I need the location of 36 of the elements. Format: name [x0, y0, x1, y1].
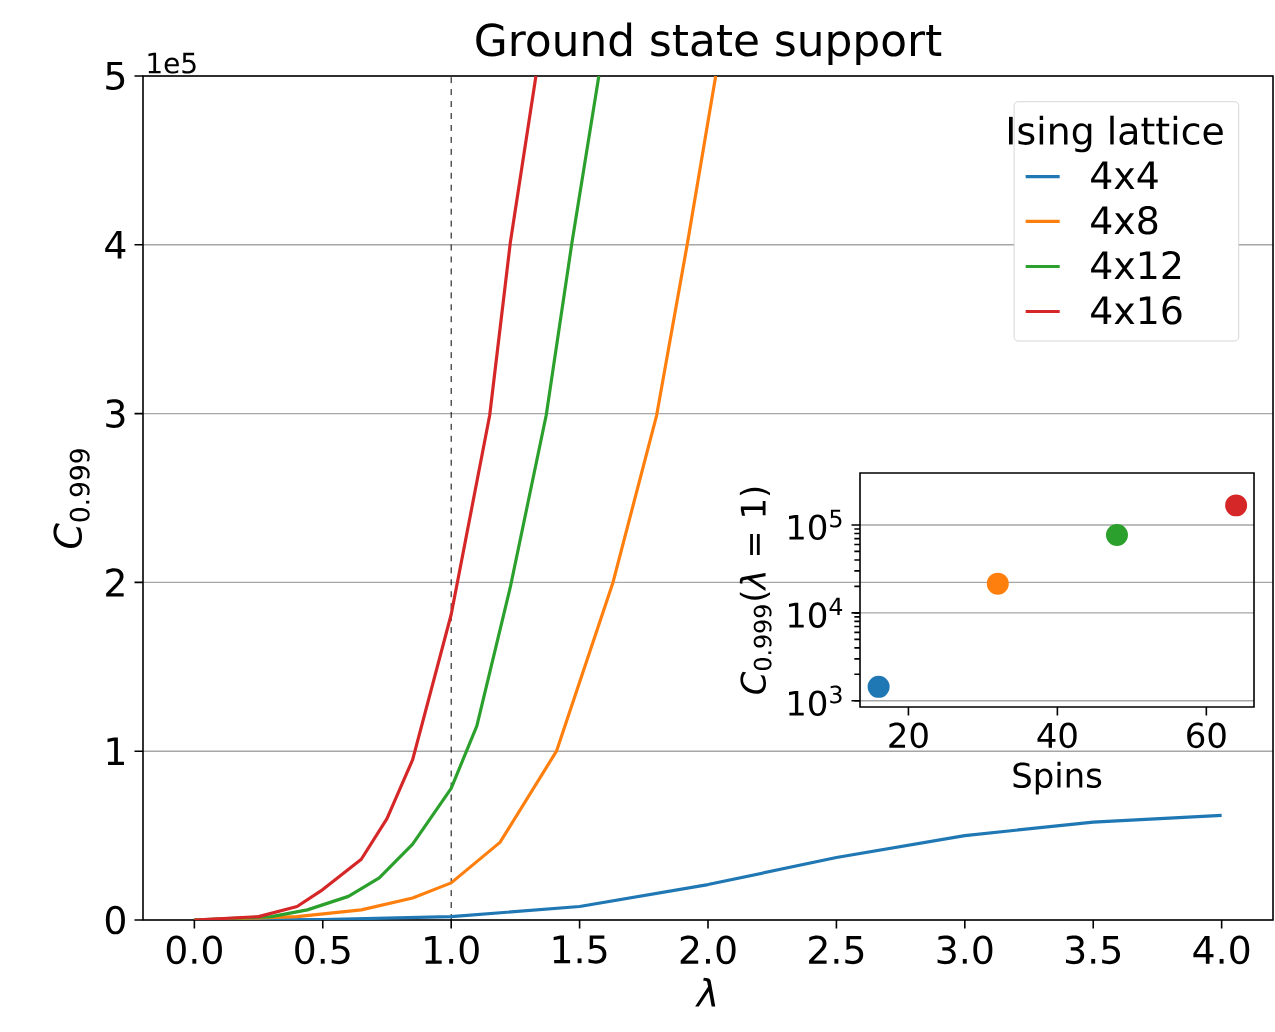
- y-axis-title: C$_{0.999}$: [53, 449, 90, 549]
- x-axis-title: Spins: [1013, 761, 1102, 795]
- point: [986, 572, 1009, 595]
- x-tick-label: 2.5: [809, 935, 864, 965]
- x-tick-label: 3.5: [1066, 935, 1121, 965]
- x-tick-label: 4.0: [1193, 935, 1250, 965]
- legend-label: 4x8: [1091, 205, 1158, 235]
- legend-title: Ising lattice: [1008, 115, 1223, 153]
- x-tick-label: 60: [1187, 722, 1226, 749]
- x-tick-label: 2.0: [680, 935, 736, 965]
- y-tick-label: 1: [107, 737, 124, 765]
- x-tick-label: 0.0: [166, 935, 222, 965]
- legend-label: 4x16: [1091, 295, 1182, 325]
- chart-title: Ground state support: [476, 22, 942, 66]
- line-series: [192, 76, 538, 920]
- x-tick-label: 1.5: [553, 935, 607, 964]
- x-tick-label: 20: [889, 722, 928, 749]
- y-axis-title: C$_{0.999}$(λ = 1): [739, 487, 772, 694]
- y-tick-label: 10$^{4}$: [789, 597, 843, 628]
- text: 1e5: [148, 52, 196, 74]
- y-tick-label: 2: [106, 568, 124, 597]
- x-axis-title: λ: [695, 977, 716, 1007]
- y-tick-label: 5: [106, 61, 125, 91]
- y-tick-label: 10$^{3}$: [789, 685, 842, 717]
- x-tick-label: 1.0: [425, 935, 479, 965]
- y-tick-label: 10$^{5}$: [789, 509, 842, 541]
- x-tick-label: 0.5: [295, 935, 350, 965]
- y-tick-label: 3: [106, 399, 125, 428]
- x-tick-label: 40: [1037, 722, 1077, 749]
- legend-label: 4x4: [1091, 161, 1158, 189]
- y-tick-label: 4: [105, 231, 126, 259]
- point: [867, 675, 890, 698]
- legend-label: 4x12: [1091, 250, 1181, 280]
- point: [1105, 523, 1128, 546]
- y-tick-label: 0: [105, 905, 125, 935]
- x-tick-label: 3.0: [937, 935, 993, 965]
